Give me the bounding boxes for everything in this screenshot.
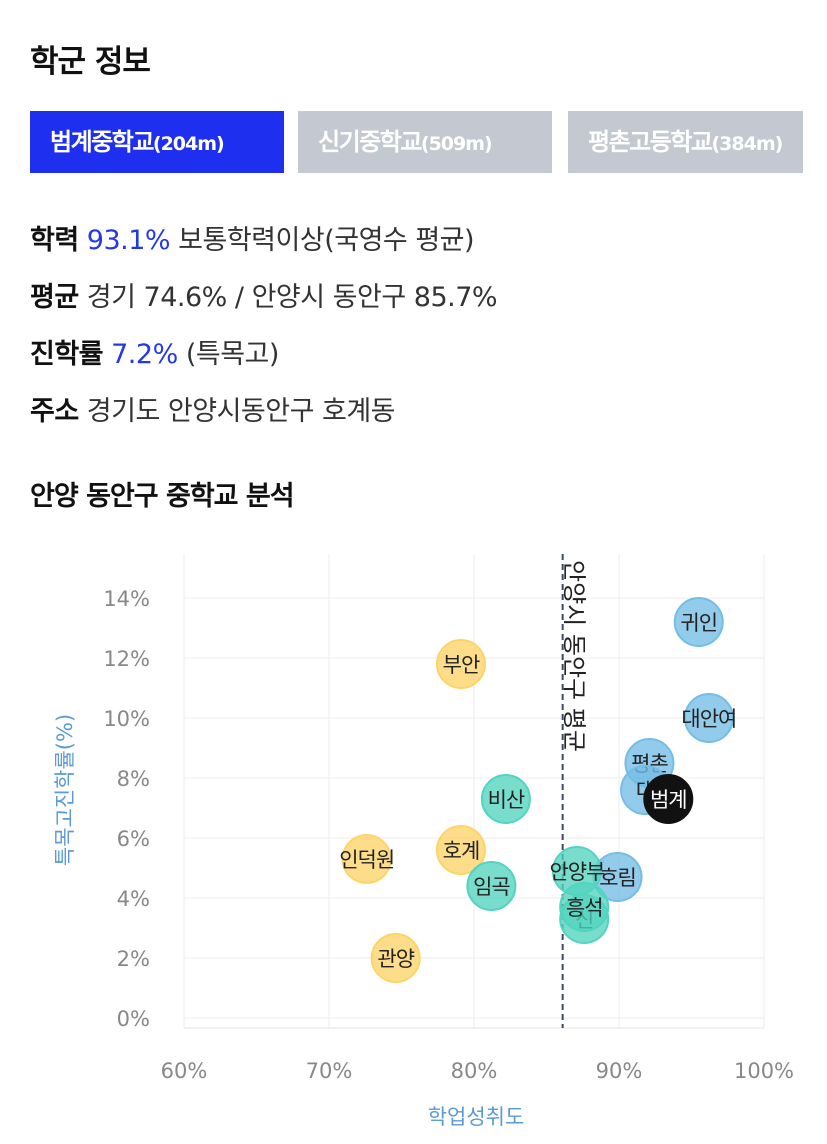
tab-label: 범계중학교: [50, 128, 154, 156]
page-title: 학군 정보: [30, 44, 151, 80]
x-tick-label: 70%: [306, 1059, 353, 1083]
y-tick-label: 4%: [117, 887, 150, 911]
advance-value: 7.2%: [111, 339, 178, 370]
chart-section-title: 안양 동안구 중학교 분석: [30, 481, 295, 512]
data-point-label: 부안: [443, 653, 480, 677]
y-tick-label: 14%: [103, 587, 150, 611]
tab-distance: (204m): [152, 133, 225, 155]
y-tick-label: 2%: [117, 947, 150, 971]
y-tick-label: 12%: [103, 647, 150, 671]
data-point-label: 범계: [650, 788, 687, 812]
scatter-chart: 0% 2% 4% 6% 8% 10% 12% 14% 60% 70% 80% 90% 100% 학업성취도…: [53, 554, 794, 1129]
data-point-label: 대안여: [681, 707, 736, 731]
data-point-label: 호림: [599, 866, 636, 890]
x-tick-label: 80%: [451, 1059, 498, 1083]
academic-value: 93.1%: [86, 225, 171, 256]
info-label: 평균: [30, 282, 79, 313]
info-label: 주소: [30, 396, 79, 427]
data-point-label: 귀인: [680, 611, 717, 635]
school-tabs: 범계중학교(204m) 신기중학교(509m) 평촌고등학교(384m): [30, 111, 803, 173]
data-point: [643, 774, 694, 824]
data-point-label: 인덕원: [339, 848, 394, 872]
data-point-label: 비산: [488, 788, 525, 812]
academic-desc: 보통학력이상(국영수 평균): [178, 225, 475, 256]
tab-distance: (384m): [711, 133, 783, 155]
info-address: 주소 경기도 안양시동안구 호계동: [30, 389, 396, 428]
x-tick-label: 60%: [161, 1059, 208, 1083]
reference-line-label: 안양시 동안구 평균: [560, 560, 588, 752]
data-point-label: 안양부: [549, 860, 605, 884]
info-label: 학력: [30, 225, 79, 256]
address-text: 경기도 안양시동안구 호계동: [86, 396, 396, 427]
data-point: [435, 639, 486, 689]
y-tick-label: 0%: [117, 1007, 150, 1031]
x-tick-label: 90%: [596, 1059, 643, 1083]
tab-beomgye-middle[interactable]: 범계중학교(204m): [30, 111, 284, 173]
info-average: 평균 경기 74.6% / 안양시 동안구 85.7%: [30, 275, 498, 314]
y-tick-label: 10%: [103, 707, 150, 731]
data-point-label: 임곡: [473, 875, 510, 899]
info-advance: 진학률 7.2% (특목고): [30, 332, 279, 371]
tab-label: 평촌고등학교: [588, 128, 713, 156]
y-axis-title: 특목고진학률(%): [53, 714, 77, 866]
data-point: [341, 834, 392, 884]
x-axis-title: 학업성취도: [428, 1105, 525, 1129]
tab-pyeongchon-high[interactable]: 평촌고등학교(384m): [568, 111, 803, 173]
tab-distance: (509m): [420, 133, 493, 155]
tab-label: 신기중학교: [318, 128, 422, 156]
data-point-label: 흥석: [566, 896, 603, 920]
y-tick-label: 6%: [117, 827, 150, 851]
data-point: [466, 861, 517, 911]
data-point-label: 호계: [443, 839, 480, 863]
data-point-label: 관양: [377, 947, 414, 971]
info-label: 진학률: [30, 339, 104, 370]
data-point: [480, 774, 531, 824]
x-tick-label: 100%: [734, 1059, 794, 1083]
data-point: [683, 693, 734, 743]
tab-singi-middle[interactable]: 신기중학교(509m): [298, 111, 552, 173]
data-point: [370, 933, 421, 983]
average-text: 경기 74.6% / 안양시 동안구 85.7%: [86, 282, 498, 313]
advance-desc: (특목고): [185, 339, 280, 370]
info-academic: 학력 93.1% 보통학력이상(국영수 평균): [30, 218, 475, 257]
data-point: [673, 597, 724, 647]
data-point: [559, 882, 610, 932]
data-point: [435, 825, 486, 875]
y-tick-label: 8%: [117, 767, 150, 791]
